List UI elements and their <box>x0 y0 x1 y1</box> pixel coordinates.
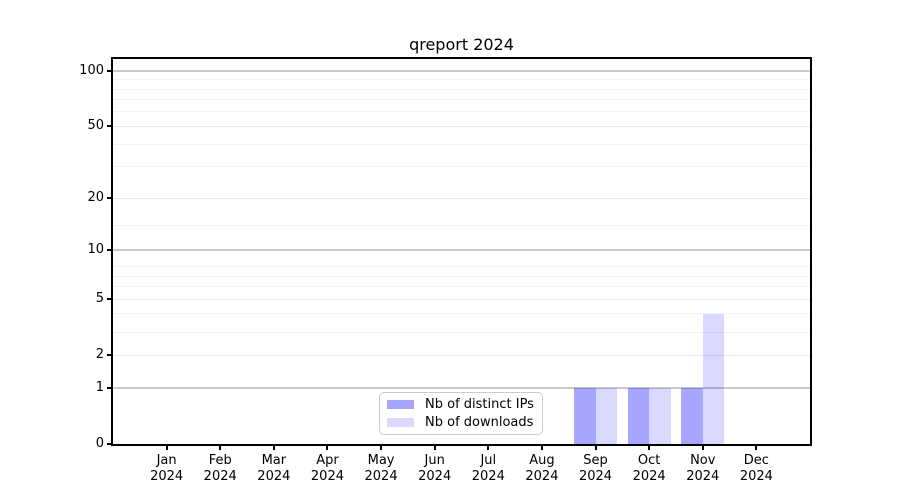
bar-sep-distinct-ips <box>574 388 596 444</box>
x-tick-label: Mar 2024 <box>244 453 304 485</box>
x-tick-year: 2024 <box>525 469 559 484</box>
gridline <box>113 125 810 127</box>
x-tick-month: Dec <box>743 453 769 468</box>
gridline <box>113 266 810 267</box>
y-tick-mark <box>107 249 113 252</box>
x-tick-month: Nov <box>690 453 716 468</box>
y-tick-mark <box>107 70 113 73</box>
x-tick-mark <box>487 445 490 450</box>
gridline <box>113 70 810 73</box>
y-tick-mark <box>107 354 113 357</box>
x-tick-mark <box>272 445 275 450</box>
gridline <box>113 275 810 277</box>
gridline <box>113 143 810 145</box>
x-tick-month: Apr <box>316 453 339 468</box>
y-tick-label: 2 <box>95 347 104 363</box>
y-tick-mark <box>107 125 113 128</box>
x-tick-label: Jan 2024 <box>137 453 197 485</box>
legend-swatch-distinct-ips <box>387 400 414 410</box>
x-tick-month: Sep <box>583 453 608 468</box>
x-tick-label: Dec 2024 <box>726 453 786 485</box>
x-tick-month: Jan <box>156 453 177 468</box>
y-tick-mark <box>107 298 113 301</box>
x-tick-label: Nov 2024 <box>673 453 733 485</box>
x-tick-year: 2024 <box>471 469 505 484</box>
x-tick-month: Jul <box>480 453 497 468</box>
y-tick-label: 5 <box>95 291 104 307</box>
legend-item-distinct-ips: Nb of distinct IPs <box>387 397 535 412</box>
gridline <box>113 286 810 288</box>
legend-item-downloads: Nb of downloads <box>387 415 535 430</box>
gridline <box>113 88 810 90</box>
bar-sep-downloads <box>595 388 618 444</box>
x-tick-mark <box>755 445 758 450</box>
legend-label-distinct-ips: Nb of distinct IPs <box>425 397 534 413</box>
x-tick-year: 2024 <box>686 469 720 484</box>
chart-title: qreport 2024 <box>409 35 514 54</box>
x-tick-month: Oct <box>637 453 661 468</box>
legend-label-downloads: Nb of downloads <box>425 414 534 430</box>
x-tick-mark <box>219 445 222 450</box>
y-tick-label: 1 <box>95 380 104 395</box>
x-tick-label: Aug 2024 <box>512 453 572 485</box>
x-tick-mark <box>540 445 543 450</box>
y-tick-label: 20 <box>87 190 104 206</box>
gridline <box>113 298 810 300</box>
x-tick-mark <box>648 445 651 450</box>
x-tick-year: 2024 <box>632 469 666 484</box>
x-tick-label: May 2024 <box>351 453 411 485</box>
x-tick-year: 2024 <box>364 469 398 484</box>
x-tick-month: Aug <box>529 453 555 468</box>
x-tick-month: Jun <box>424 453 445 468</box>
x-tick-label: Jul 2024 <box>458 453 518 485</box>
x-tick-mark <box>594 445 597 450</box>
x-tick-label: Apr 2024 <box>297 453 357 485</box>
gridline <box>113 79 810 81</box>
x-tick-label: Feb 2024 <box>190 453 250 485</box>
gridline <box>113 99 810 101</box>
x-tick-month: May <box>367 453 395 468</box>
y-tick-label: 100 <box>79 63 104 79</box>
x-tick-year: 2024 <box>418 469 452 484</box>
gridline <box>113 197 810 199</box>
y-tick-label: 50 <box>87 118 104 134</box>
bar-oct-downloads <box>649 388 671 444</box>
bar-nov-distinct-ips <box>681 388 703 444</box>
legend: Nb of distinct IPs Nb of downloads <box>379 392 543 435</box>
gridline <box>113 331 810 333</box>
x-tick-label: Sep 2024 <box>566 453 626 485</box>
x-tick-year: 2024 <box>203 469 237 484</box>
x-tick-year: 2024 <box>578 469 613 484</box>
y-tick-mark <box>107 197 113 200</box>
x-tick-month: Feb <box>208 453 232 468</box>
plot-area <box>111 57 812 446</box>
gridline <box>113 224 810 226</box>
x-tick-mark <box>165 445 168 450</box>
y-tick-mark <box>107 443 113 445</box>
gridline <box>113 166 810 168</box>
x-tick-month: Mar <box>261 453 287 468</box>
gridline <box>113 249 810 252</box>
x-tick-year: 2024 <box>310 469 344 484</box>
x-tick-mark <box>701 445 704 450</box>
gridline <box>113 111 810 113</box>
legend-swatch-downloads <box>387 417 414 427</box>
x-tick-mark <box>326 445 329 450</box>
gridline <box>113 387 810 389</box>
x-tick-year: 2024 <box>739 469 773 484</box>
bar-nov-downloads <box>702 313 725 444</box>
y-tick-label: 0 <box>95 436 104 451</box>
y-tick-mark <box>107 387 113 389</box>
gridline <box>113 313 810 315</box>
gridline <box>113 354 810 356</box>
x-tick-year: 2024 <box>150 469 184 484</box>
x-tick-mark <box>433 445 436 450</box>
x-tick-year: 2024 <box>257 469 291 484</box>
x-tick-label: Oct 2024 <box>619 453 679 485</box>
x-tick-label: Jun 2024 <box>405 453 465 485</box>
y-tick-label: 10 <box>87 242 104 258</box>
x-tick-mark <box>380 445 383 450</box>
bar-oct-distinct-ips <box>627 388 650 444</box>
